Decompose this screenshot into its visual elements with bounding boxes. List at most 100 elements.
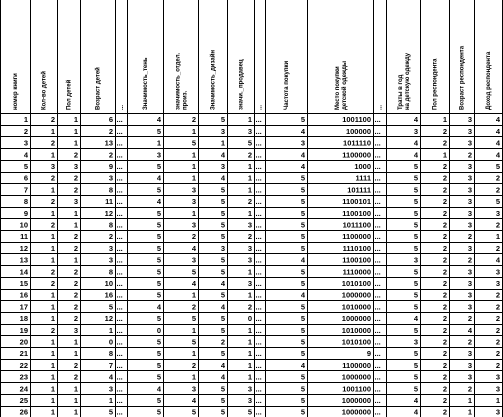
table-cell[interactable]: 1 — [51, 338, 55, 347]
table-cell[interactable]: ... — [117, 244, 123, 253]
table-cell[interactable]: 2 — [443, 373, 447, 382]
table-cell[interactable]: 4 — [192, 244, 197, 253]
table-cell[interactable]: 5 — [157, 221, 161, 230]
header-cell[interactable]: Доход респондента — [486, 51, 492, 110]
header-cell[interactable]: ... — [119, 105, 125, 110]
table-cell[interactable]: 3 — [468, 373, 472, 382]
table-cell[interactable]: 4 — [157, 174, 162, 183]
table-cell[interactable]: 3 — [221, 127, 225, 136]
table-row[interactable]: 2 1 1 2... 5 1 3 3... 4 100000... 3 2 3 4 — [24, 127, 501, 136]
table-cell[interactable]: ... — [375, 338, 381, 347]
table-row[interactable]: 10 2 1 8... 5 3 5 3... 5 1011100... 5 2 3 2 — [20, 221, 500, 230]
table-cell[interactable]: 5 — [301, 338, 305, 347]
table-cell[interactable]: ... — [117, 127, 123, 136]
table-cell[interactable]: 1 — [192, 349, 196, 358]
table-cell[interactable]: 5 — [301, 314, 305, 323]
table-cell[interactable]: 1 — [74, 408, 78, 417]
table-cell[interactable]: ... — [117, 361, 123, 370]
table-cell[interactable]: 3 — [468, 197, 472, 206]
table-cell[interactable]: 5 — [414, 244, 418, 253]
table-cell[interactable]: 1100100 — [342, 256, 371, 265]
table-cell[interactable]: 4 — [496, 256, 501, 265]
table-cell[interactable]: 5 — [157, 408, 161, 417]
table-cell[interactable]: ... — [117, 209, 123, 218]
table-cell[interactable]: 3 — [248, 384, 252, 393]
table-cell[interactable]: 3 — [248, 221, 252, 230]
table-cell[interactable]: 4 — [221, 361, 226, 370]
table-cell[interactable]: 1100101 — [342, 197, 371, 206]
table-cell[interactable]: 5 — [414, 326, 418, 335]
table-cell[interactable]: 5 — [301, 279, 305, 288]
table-cell[interactable]: 5 — [248, 139, 252, 148]
table-cell[interactable]: 4 — [414, 396, 419, 405]
table-cell[interactable]: 19 — [20, 326, 28, 335]
table-row[interactable]: 1 2 1 6... 4 2 5 1... 5 1001100... 4 1 3 4 — [24, 115, 501, 124]
table-cell[interactable]: 5 — [157, 314, 161, 323]
table-cell[interactable]: 1 — [248, 373, 252, 382]
table-cell[interactable]: 1 — [51, 244, 55, 253]
table-cell[interactable]: 13 — [105, 139, 113, 148]
table-cell[interactable]: 3 — [496, 408, 500, 417]
table-cell[interactable]: 2 — [443, 349, 447, 358]
table-cell[interactable]: ... — [117, 338, 123, 347]
table-cell[interactable]: ... — [375, 244, 381, 253]
table-cell[interactable]: 4 — [496, 127, 501, 136]
table-cell[interactable]: 1011110 — [343, 139, 371, 148]
table-cell[interactable]: 3 — [468, 115, 472, 124]
table-cell[interactable]: 2 — [51, 115, 55, 124]
table-cell[interactable]: 1 — [468, 396, 472, 405]
table-cell[interactable]: ... — [256, 209, 262, 218]
table-cell[interactable]: 2 — [443, 162, 447, 171]
table-cell[interactable]: 12 — [20, 244, 28, 253]
table-cell[interactable]: 5 — [157, 232, 161, 241]
table-cell[interactable]: ... — [117, 174, 123, 183]
table-cell[interactable]: 4 — [157, 115, 162, 124]
table-cell[interactable]: 5 — [414, 209, 418, 218]
table-cell[interactable]: 2 — [221, 338, 225, 347]
table-cell[interactable]: 6 — [24, 174, 28, 183]
table-cell[interactable]: 15 — [20, 279, 28, 288]
header-cell[interactable]: Кол-во детей — [41, 71, 48, 110]
table-cell[interactable]: 5 — [192, 314, 196, 323]
table-cell[interactable]: 2 — [468, 384, 472, 393]
table-cell[interactable]: 5 — [157, 361, 161, 370]
table-cell[interactable]: 2 — [468, 232, 472, 241]
table-cell[interactable]: 2 — [443, 256, 447, 265]
table-cell[interactable]: ... — [256, 396, 262, 405]
table-cell[interactable]: 2 — [443, 232, 447, 241]
table-cell[interactable]: 2 — [192, 115, 196, 124]
table-cell[interactable]: 2 — [248, 150, 252, 159]
table-cell[interactable]: ... — [117, 221, 123, 230]
table-cell[interactable]: 5 — [414, 197, 418, 206]
table-cell[interactable]: 5 — [157, 396, 161, 405]
table-cell[interactable]: 2 — [496, 185, 500, 194]
table-cell[interactable]: 1000000 — [342, 408, 371, 417]
table-cell[interactable]: 1 — [248, 361, 252, 370]
table-cell[interactable]: 5 — [301, 197, 305, 206]
table-cell[interactable]: ... — [256, 256, 262, 265]
table-cell[interactable]: 2 — [443, 326, 447, 335]
table-cell[interactable]: ... — [256, 221, 262, 230]
table-cell[interactable]: 5 — [301, 326, 305, 335]
table-cell[interactable]: 2 — [443, 221, 447, 230]
table-cell[interactable]: 5 — [221, 221, 225, 230]
table-cell[interactable]: 5 — [221, 291, 225, 300]
table-cell[interactable]: 2 — [74, 232, 78, 241]
table-cell[interactable]: 2 — [51, 197, 55, 206]
table-cell[interactable]: 1 — [51, 396, 55, 405]
table-cell[interactable]: 1100000 — [342, 361, 371, 370]
table-cell[interactable]: ... — [256, 162, 262, 171]
table-cell[interactable]: ... — [256, 279, 262, 288]
table-cell[interactable]: 5 — [496, 162, 500, 171]
table-cell[interactable]: 4 — [414, 115, 419, 124]
table-cell[interactable]: 0 — [109, 338, 113, 347]
table-cell[interactable]: 5 — [301, 302, 305, 311]
table-row[interactable]: 16 1 2 16... 5 1 5 1... 4 1000000... 5 2 3 2 — [20, 291, 500, 300]
table-row[interactable]: 13 1 1 3... 5 3 5 3... 4 1100100... 3 2 2 4 — [20, 256, 501, 265]
table-row[interactable]: 23 1 2 4... 5 1 4 1... 5 1000000... 5 2 3 3 — [20, 373, 500, 382]
table-cell[interactable]: ... — [256, 244, 262, 253]
table-cell[interactable]: 3 — [414, 127, 418, 136]
table-cell[interactable]: 1 — [51, 314, 55, 323]
table-cell[interactable]: 3 — [468, 139, 472, 148]
table-row[interactable]: 3 2 1 13... 1 5 1 5... 3 1011110... 4 2 3 4 — [24, 139, 501, 148]
